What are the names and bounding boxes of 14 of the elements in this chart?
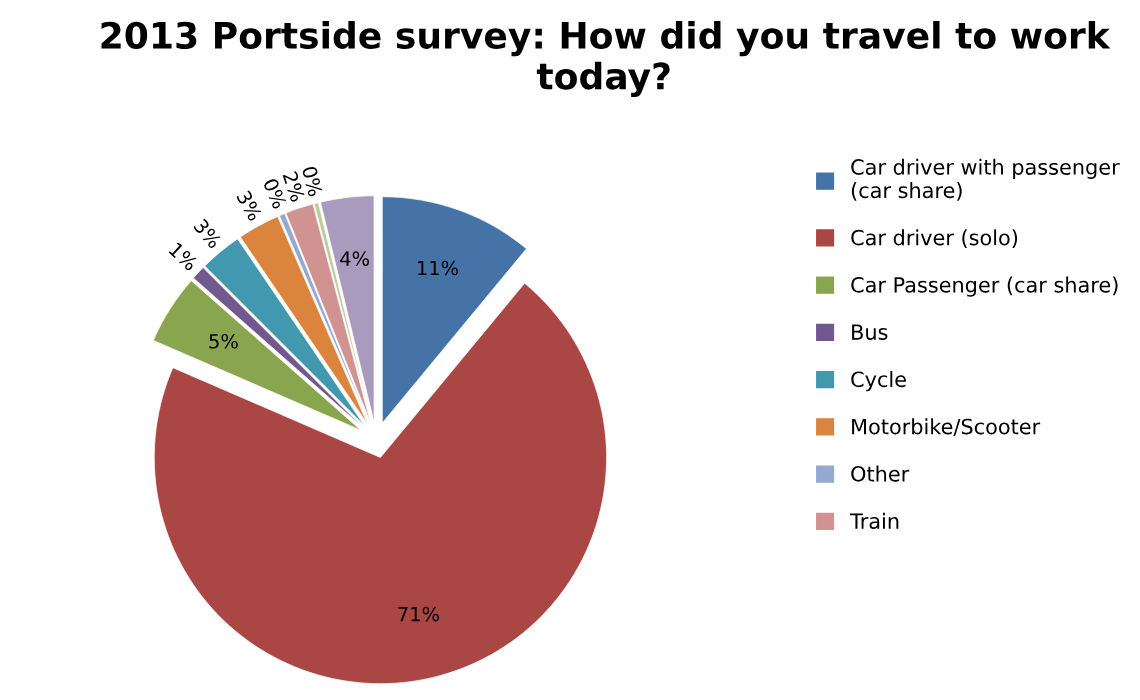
legend-label: Car Passenger (car share) [851,276,1118,297]
data-label: 4% [340,251,369,266]
data-label: 11% [418,260,459,276]
data-label: 71% [398,606,439,622]
legend-label: Bus [852,324,888,340]
legend-label: Other [851,465,910,482]
legend-label: Car driver (solo) [851,229,1018,248]
data-label: 3% [236,189,263,222]
chart-title: 2013 Portside survey: How did you travel to work today? [101,21,1111,97]
legend-label: Cycle [851,371,906,392]
legend-label: Motorbike/Scooter [852,418,1041,437]
legend-label: Car driver with passenger (car share) [851,158,1120,201]
legend-label: Train [850,512,899,529]
data-label: 5% [209,333,238,349]
